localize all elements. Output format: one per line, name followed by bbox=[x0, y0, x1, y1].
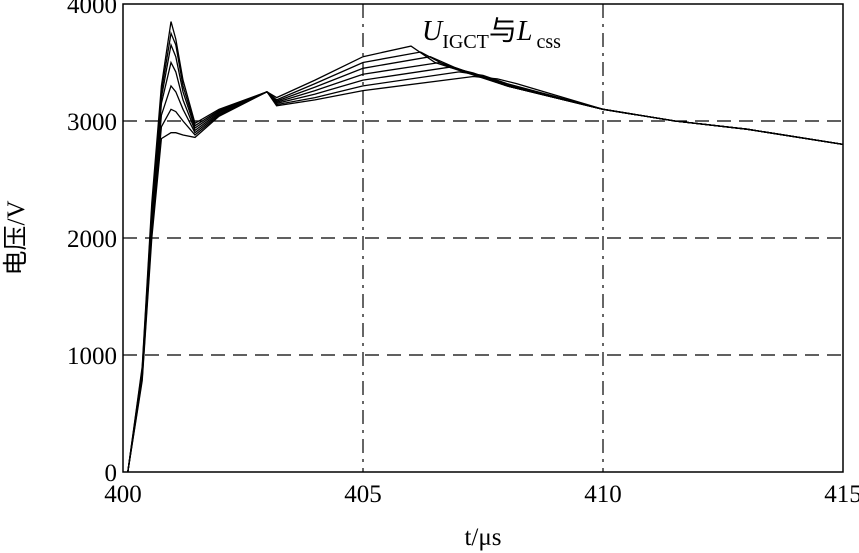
y-tick-label: 0 bbox=[105, 460, 118, 487]
x-tick-label: 405 bbox=[344, 481, 382, 508]
y-tick-label: 3000 bbox=[67, 109, 117, 136]
x-tick-labels: 400 405 410 415 bbox=[104, 481, 859, 508]
annotation-mid: 与 bbox=[489, 16, 517, 47]
annotation-main2: L bbox=[516, 16, 533, 47]
plot-frame bbox=[122, 3, 844, 473]
y-tick-label: 2000 bbox=[67, 226, 117, 253]
series-line-2 bbox=[127, 30, 844, 473]
annotation-sub2: css bbox=[537, 31, 562, 53]
annotation-sub: IGCT bbox=[442, 31, 489, 53]
annotation-main: U bbox=[422, 16, 444, 47]
x-tick-label: 410 bbox=[584, 481, 622, 508]
series-line-1 bbox=[127, 21, 844, 473]
x-axis-label: t/μs bbox=[464, 524, 501, 551]
series-line-6 bbox=[127, 71, 844, 473]
series-line-4 bbox=[127, 60, 844, 473]
series-annotation: UIGCT与L css bbox=[422, 16, 561, 53]
series-line-7 bbox=[127, 75, 844, 473]
y-tick-labels: 0 1000 2000 3000 4000 bbox=[67, 0, 117, 487]
x-tick-label: 400 bbox=[104, 481, 142, 508]
y-axis-label: 电压/V bbox=[2, 200, 30, 275]
y-tick-label: 4000 bbox=[67, 0, 117, 19]
x-tick-label: 415 bbox=[824, 481, 859, 508]
y-tick-label: 1000 bbox=[67, 343, 117, 370]
series-line-3 bbox=[127, 42, 844, 473]
series-group bbox=[127, 21, 844, 473]
grid-lines bbox=[123, 4, 843, 472]
